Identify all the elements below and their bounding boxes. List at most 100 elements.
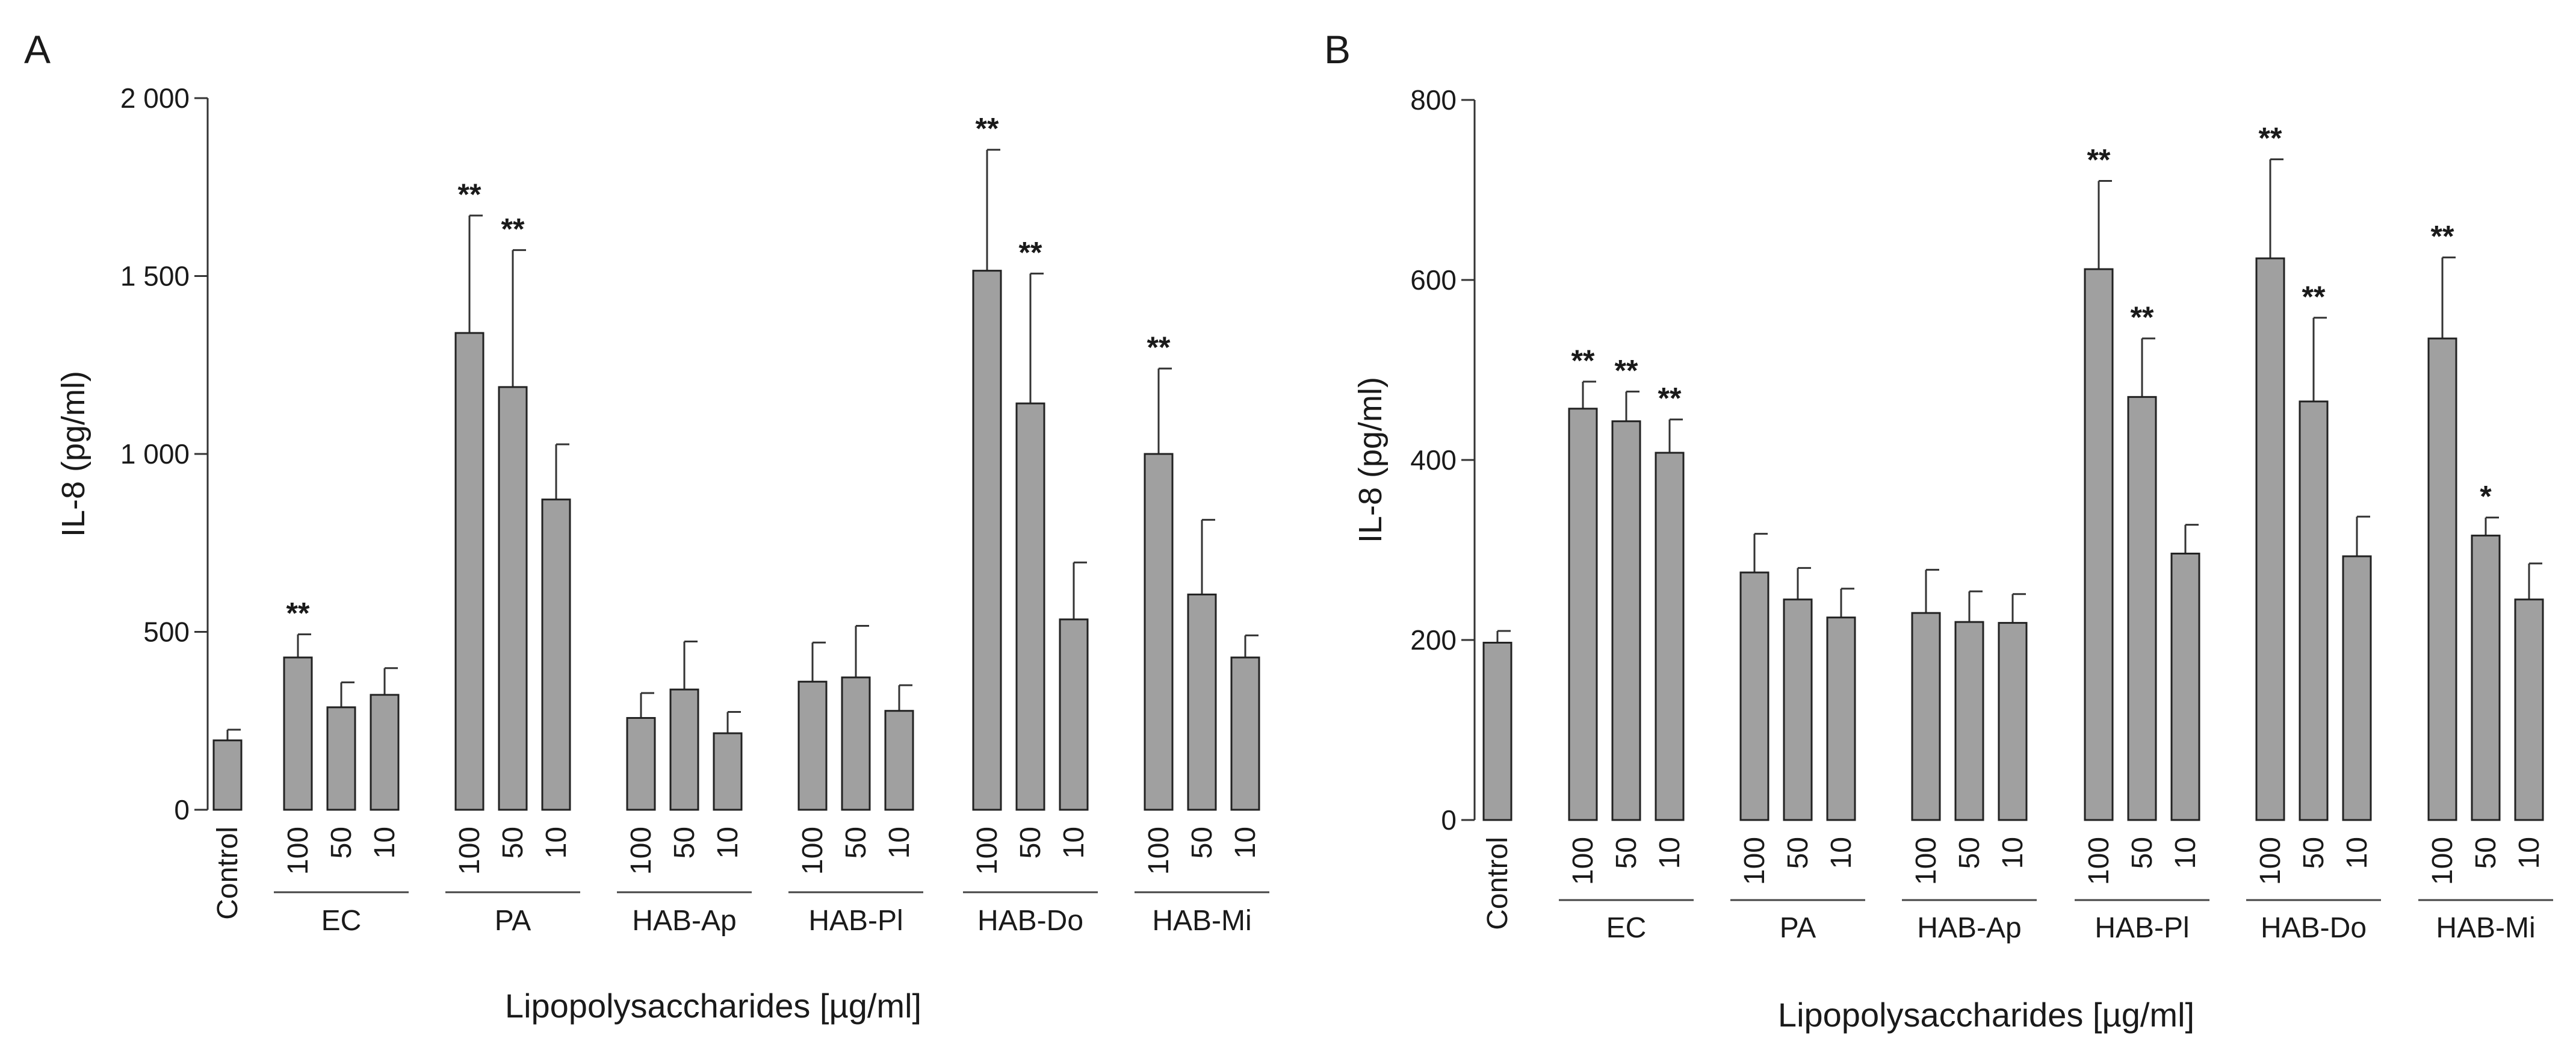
bar (2127, 396, 2157, 821)
group-label: PA (495, 905, 531, 937)
significance-label: ** (501, 212, 525, 246)
y-tick-label: 400 (1410, 444, 1457, 476)
bar (1482, 641, 1512, 821)
panel-letter: A (24, 27, 51, 72)
x-tick-label: 50 (2126, 837, 2158, 869)
bar (370, 694, 400, 811)
bar (1655, 452, 1685, 821)
bar (2427, 337, 2457, 821)
bar (498, 386, 528, 811)
x-tick-label: 10 (1825, 837, 1857, 869)
bar (1911, 612, 1941, 821)
x-tick-label: 50 (1186, 827, 1218, 859)
x-tick-label: 10 (1654, 837, 1686, 869)
x-tick-label: 100 (625, 827, 657, 875)
significance-label: ** (1571, 344, 1595, 377)
group-label: HAB-Do (2261, 912, 2367, 944)
y-tick-label: 1 500 (120, 261, 190, 292)
group-label: HAB-Ap (1917, 912, 2021, 944)
x-tick-label: 100 (454, 827, 486, 875)
x-tick-label: 100 (797, 827, 829, 875)
y-tick-label: 500 (143, 617, 190, 648)
bar (797, 680, 828, 811)
group-label: HAB-Do (977, 905, 1083, 937)
bar (2514, 598, 2544, 821)
bar (626, 717, 656, 811)
x-tick-label: 10 (1997, 837, 2029, 869)
significance-label: ** (458, 178, 481, 211)
bar (669, 688, 699, 811)
bar (1187, 593, 1217, 811)
x-tick-label: 50 (1954, 837, 1986, 869)
bar (713, 732, 743, 811)
bar (541, 498, 571, 811)
x-tick-label: 50 (1015, 827, 1047, 859)
bar (2299, 400, 2329, 821)
group-label: HAB-Mi (2436, 912, 2535, 944)
bar (1015, 402, 1045, 811)
x-tick-label: 100 (1143, 827, 1175, 875)
significance-label: ** (1658, 382, 1682, 415)
x-tick-label: 100 (282, 827, 314, 875)
bar (1739, 571, 1769, 821)
x-tick-label: 100 (1739, 837, 1771, 885)
bar (2170, 552, 2200, 821)
group-label: PA (1780, 912, 1816, 944)
y-tick-label: 200 (1410, 624, 1457, 656)
bar (841, 676, 871, 811)
significance-label: ** (1615, 353, 1638, 387)
y-tick-label: 0 (1441, 804, 1457, 836)
x-tick-label: Control (212, 827, 244, 920)
x-tick-label: 50 (326, 827, 358, 859)
x-tick-label: 50 (497, 827, 529, 859)
bar (972, 270, 1002, 811)
group-label: EC (1606, 912, 1647, 944)
bar (1144, 453, 1174, 811)
x-tick-label: 10 (540, 827, 572, 859)
bar (1230, 656, 1260, 811)
bar (2084, 268, 2114, 821)
x-tick-label: 50 (669, 827, 701, 859)
group-label: HAB-Pl (2095, 912, 2189, 944)
y-tick-label: 2 000 (120, 82, 190, 114)
x-tick-label: 100 (1910, 837, 1942, 885)
group-label: HAB-Pl (808, 905, 903, 937)
y-tick-label: 1 000 (120, 438, 190, 470)
significance-label: ** (2087, 143, 2111, 177)
x-tick-label: 100 (2255, 837, 2287, 885)
bar (2471, 535, 2501, 821)
y-tick-label: 800 (1410, 84, 1457, 116)
significance-label: * (2480, 480, 2492, 514)
bar (2255, 257, 2285, 821)
significance-label: ** (976, 112, 999, 146)
group-label: EC (321, 905, 362, 937)
x-tick-label: 100 (971, 827, 1003, 875)
y-axis-title: IL-8 (pg/ml) (55, 371, 91, 537)
x-tick-label: 50 (840, 827, 872, 859)
bar (1568, 408, 1598, 821)
x-tick-label: 50 (1611, 837, 1643, 869)
bar (1998, 622, 2028, 821)
significance-label: ** (286, 597, 310, 630)
x-tick-label: 10 (2341, 837, 2373, 869)
bar (1783, 598, 1813, 821)
x-tick-label: 50 (2470, 837, 2502, 869)
x-axis-title: Lipopolysaccharides [µg/ml] (1778, 996, 2194, 1034)
bar (884, 710, 914, 811)
x-tick-label: 100 (2427, 837, 2459, 885)
bar (212, 739, 243, 811)
x-tick-label: 100 (2083, 837, 2115, 885)
panel-a: A 0 500 1 000 1 500 2 000 IL-8 (pg/ml) Control *… (24, 27, 1269, 1025)
x-tick-label: Control (1482, 837, 1514, 930)
panel-letter: B (1324, 27, 1351, 72)
bar (1059, 618, 1089, 811)
x-tick-label: 50 (1782, 837, 1814, 869)
significance-label: ** (2131, 300, 2154, 334)
x-axis-title: Lipopolysaccharides [µg/ml] (505, 987, 921, 1025)
significance-label: ** (2302, 280, 2326, 314)
x-tick-label: 10 (1230, 827, 1262, 859)
x-tick-label: 10 (2513, 837, 2545, 869)
x-tick-label: 10 (369, 827, 401, 859)
